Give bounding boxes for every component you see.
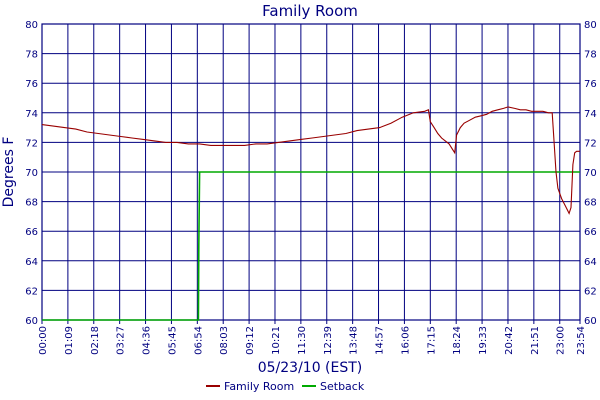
x-tick-label: 11:30 bbox=[297, 326, 308, 355]
x-tick-label: 20:42 bbox=[504, 326, 515, 355]
x-tick-label: 18:24 bbox=[452, 326, 463, 355]
y-tick-label-left: 72 bbox=[25, 138, 38, 149]
x-tick-label: 03:27 bbox=[116, 326, 127, 355]
y-tick-label-left: 64 bbox=[25, 257, 38, 268]
x-tick-label: 05:45 bbox=[167, 326, 178, 355]
y-tick-label-right: 60 bbox=[584, 316, 597, 327]
y-tick-label-right: 70 bbox=[584, 168, 597, 179]
series bbox=[41, 106, 580, 321]
y-tick-label-left: 70 bbox=[25, 168, 38, 179]
y-tick-label-left: 76 bbox=[25, 79, 38, 90]
y-tick-label-left: 62 bbox=[25, 286, 38, 297]
x-tick-label: 21:51 bbox=[530, 326, 541, 355]
x-tick-label: 09:12 bbox=[245, 326, 256, 355]
y-tick-label-left: 66 bbox=[25, 227, 38, 238]
y-tick-label-left: 78 bbox=[25, 50, 38, 61]
y-tick-label-right: 68 bbox=[584, 198, 597, 209]
y-tick-label-left: 74 bbox=[25, 109, 38, 120]
y-tick-label-right: 66 bbox=[584, 227, 597, 238]
x-tick-label: 12:39 bbox=[323, 326, 334, 355]
x-tick-label: 23:54 bbox=[576, 326, 587, 355]
x-tick-label: 23:00 bbox=[556, 326, 567, 355]
y-tick-label-right: 74 bbox=[584, 109, 597, 120]
x-tick-label: 10:21 bbox=[271, 326, 282, 355]
x-tick-label: 08:03 bbox=[219, 326, 230, 355]
x-tick-label: 00:00 bbox=[38, 326, 49, 355]
x-axis-label: 05/23/10 (EST) bbox=[258, 360, 363, 376]
y-tick-label-right: 64 bbox=[584, 257, 597, 268]
x-tick-label: 13:48 bbox=[349, 326, 360, 355]
y-tick-label-left: 68 bbox=[25, 198, 38, 209]
legend-label: Setback bbox=[320, 380, 365, 393]
y-axis-label: Degrees F bbox=[1, 137, 17, 208]
series-line bbox=[42, 171, 580, 321]
x-tick-label: 19:33 bbox=[478, 326, 489, 355]
x-tick-label: 01:09 bbox=[64, 326, 75, 355]
series-line bbox=[41, 106, 580, 215]
y-tick-label-right: 80 bbox=[584, 20, 597, 31]
x-tick-label: 02:18 bbox=[90, 326, 101, 355]
x-tick-label: 14:57 bbox=[375, 326, 386, 355]
y-tick-label-right: 62 bbox=[584, 286, 597, 297]
x-tick-label: 06:54 bbox=[193, 326, 204, 355]
y-tick-label-left: 80 bbox=[25, 20, 38, 31]
y-tick-label-right: 78 bbox=[584, 50, 597, 61]
chart-title: Family Room bbox=[262, 2, 358, 20]
ticks: 60 60 62 62 64 64 66 66 68 68 70 70 72 72 74 74 76 76 78 78… bbox=[25, 20, 596, 355]
x-tick-label: 17:15 bbox=[426, 326, 437, 355]
y-tick-label-right: 76 bbox=[584, 79, 597, 90]
y-tick-label-right: 72 bbox=[584, 138, 597, 149]
y-tick-label-left: 60 bbox=[25, 316, 38, 327]
x-tick-label: 16:06 bbox=[400, 326, 411, 355]
legend-label: Family Room bbox=[224, 380, 294, 393]
legend: Family Room Setback bbox=[206, 380, 365, 393]
x-tick-label: 04:36 bbox=[142, 326, 153, 355]
